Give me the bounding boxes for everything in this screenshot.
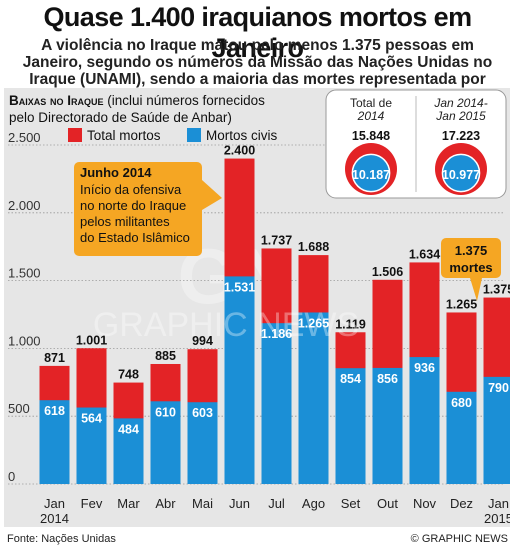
x-tick-label: Fev — [81, 496, 103, 511]
x-tick-sublabel: 2015 — [484, 511, 510, 526]
x-tick-label: Set — [341, 496, 361, 511]
callout-june-text: pelos militantes — [80, 214, 170, 229]
callout-june-title: Junho 2014 — [80, 165, 152, 180]
bar-civil — [76, 407, 107, 484]
chart-svg: GN05001.0001.5002.0002.500618871Jan20145… — [8, 89, 510, 526]
legend-swatch-civil — [187, 128, 201, 142]
callout-june-pointer — [202, 180, 222, 210]
total-value-label: 994 — [192, 334, 213, 348]
bar-civil — [372, 367, 403, 484]
totals-label: Total de — [350, 96, 392, 110]
chart-heading: Baixas no Iraque (inclui números forneci… — [9, 93, 265, 108]
totals-civil-value: 10.187 — [352, 168, 390, 182]
callout-june — [74, 162, 202, 256]
total-value-label: 885 — [155, 349, 176, 363]
civil-value-label: 680 — [451, 396, 472, 410]
civil-value-label: 1.265 — [298, 316, 329, 330]
y-tick-label: 2.500 — [8, 130, 41, 145]
callout-jan-pointer — [470, 278, 482, 301]
y-tick-label: 1.500 — [8, 266, 41, 281]
totals-label: Jan 2015 — [435, 109, 486, 123]
callout-jan-number: 1.375 — [455, 243, 488, 258]
civil-value-label: 564 — [81, 412, 102, 426]
bar-civil — [261, 323, 292, 484]
civil-value-label: 854 — [340, 372, 361, 386]
y-tick-label: 1.000 — [8, 333, 41, 348]
x-tick-label: Mar — [117, 496, 140, 511]
total-value-label: 1.688 — [298, 240, 329, 254]
total-value-label: 1.506 — [372, 265, 403, 279]
x-tick-label: Abr — [155, 496, 176, 511]
x-tick-label: Mai — [192, 496, 213, 511]
totals-circle-civil — [441, 153, 481, 193]
x-tick-label: Jan — [44, 496, 65, 511]
civil-value-label: 936 — [414, 361, 435, 375]
chart-heading-note: pelo Directorado de Saúde de Anbar) — [9, 110, 232, 125]
x-tick-label: Nov — [413, 496, 437, 511]
legend-label-total: Total mortos — [87, 128, 161, 143]
y-tick-label: 0 — [8, 469, 15, 484]
watermark-text: GRAPHIC NEWS — [93, 306, 359, 344]
callout-jan-unit: mortes — [449, 260, 492, 275]
legend-label-civil: Mortos civis — [206, 128, 278, 143]
bar-civil — [409, 357, 440, 484]
civil-value-label: 790 — [488, 381, 509, 395]
total-value-label: 1.634 — [409, 247, 440, 261]
total-value-label: 1.001 — [76, 333, 107, 347]
bar-civil — [298, 312, 329, 484]
source-note: Fonte: Nações Unidas — [7, 533, 116, 545]
x-tick-label: Dez — [450, 496, 473, 511]
civil-value-label: 856 — [377, 372, 398, 386]
totals-label: Jan 2014- — [433, 96, 487, 110]
bar-civil — [39, 400, 70, 484]
credit-note: © GRAPHIC NEWS — [410, 533, 508, 545]
x-tick-label: Ago — [302, 496, 325, 511]
civil-value-label: 603 — [192, 406, 213, 420]
bar-civil — [187, 402, 218, 484]
bar-civil — [335, 368, 366, 484]
total-value-label: 871 — [44, 351, 65, 365]
bar-civil — [113, 418, 144, 484]
bar-civil — [224, 276, 255, 484]
totals-label: 2014 — [357, 109, 385, 123]
total-value-label: 1.375 — [483, 283, 510, 297]
totals-civil-value: 10.977 — [442, 168, 480, 182]
x-tick-label: Jun — [229, 496, 250, 511]
bar-civil — [483, 376, 510, 484]
x-tick-sublabel: 2014 — [40, 511, 69, 526]
total-value-label: 1.737 — [261, 233, 292, 247]
bar-civil — [446, 391, 477, 484]
civil-value-label: 1.531 — [224, 280, 255, 294]
civil-value-label: 484 — [118, 422, 139, 436]
civil-value-label: 618 — [44, 404, 65, 418]
y-tick-label: 500 — [8, 401, 30, 416]
callout-june-text: no norte do Iraque — [80, 198, 186, 213]
total-value-label: 1.265 — [446, 297, 477, 311]
callout-june-text: do Estado Islâmico — [80, 230, 190, 245]
legend-swatch-total — [68, 128, 82, 142]
x-tick-label: Out — [377, 496, 398, 511]
civil-value-label: 610 — [155, 405, 176, 419]
x-tick-label: Jan — [488, 496, 509, 511]
total-value-label: 2.400 — [224, 144, 255, 158]
callout-jan — [441, 238, 501, 278]
total-value-label: 748 — [118, 368, 139, 382]
total-value-label: 1.119 — [335, 317, 366, 331]
bar-civil — [150, 401, 181, 484]
x-tick-label: Jul — [268, 496, 285, 511]
page-title: Quase 1.400 iraquianos mortos em Janeiro — [43, 2, 473, 63]
totals-total-value: 15.848 — [352, 129, 390, 143]
civil-value-label: 1.186 — [261, 327, 292, 341]
totals-total-value: 17.223 — [442, 129, 480, 143]
y-tick-label: 2.000 — [8, 198, 41, 213]
callout-june-text: Início da ofensiva — [80, 182, 182, 197]
totals-circle-civil — [351, 153, 391, 193]
chart-panel: GN05001.0001.5002.0002.500618871Jan20145… — [4, 88, 510, 527]
